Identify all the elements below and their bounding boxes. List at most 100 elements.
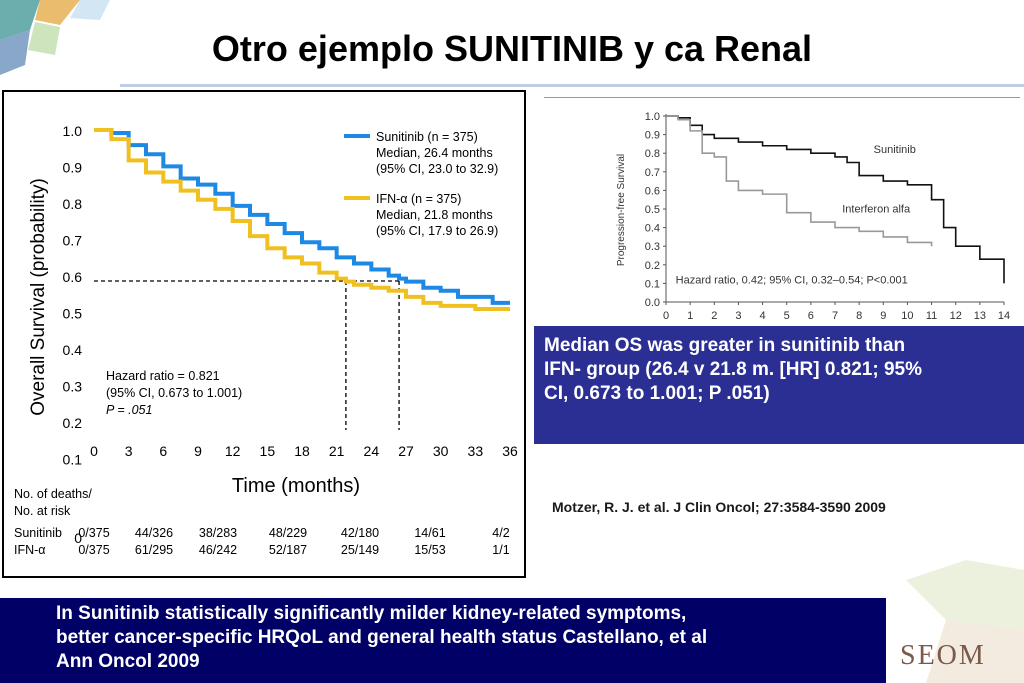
hazard-ratio-text: Hazard ratio = 0.821 (106, 369, 220, 383)
risk-cell: 38/283 (199, 526, 237, 540)
risk-cell: 0/375 (78, 543, 109, 557)
hazard-ratio-text: P = .051 (106, 403, 152, 417)
legend-label: Sunitinib (n = 375) (376, 130, 478, 144)
pfs-chart: 1.00.90.80.70.60.50.40.30.20.10.00 1 2 3 4 5 6… (616, 111, 1010, 322)
pfs-x-tick-label: 14 (998, 310, 1010, 322)
y-tick-label: 0.9 (63, 160, 83, 176)
pfs-y-tick-label: 1.0 (645, 111, 660, 123)
pfs-hazard-ratio-text: Hazard ratio, 0.42; 95% CI, 0.32–0.54; P… (676, 274, 908, 286)
series-line-sunitinib (94, 128, 510, 305)
risk-cell: 46/242 (199, 543, 237, 557)
legend-label: IFN-α (n = 375) (376, 192, 461, 206)
pfs-y-tick-label: 0.4 (645, 223, 660, 235)
pfs-y-tick-label: 0.7 (645, 167, 660, 179)
y-tick-label: 0 (74, 530, 82, 546)
x-tick-label: 30 (433, 443, 449, 459)
pfs-x-tick-label: 7 (832, 310, 838, 322)
pfs-series-line-sunitinib (666, 115, 1005, 284)
y-axis-label: Overall Survival (probability) (28, 178, 49, 416)
pfs-y-tick-label: 0.9 (645, 130, 660, 142)
pfs-y-tick-label: 0.5 (645, 204, 660, 216)
pfs-x-tick-label: 0 (663, 310, 669, 322)
seom-logo: SEOM (900, 640, 986, 671)
median-line-2: IFN- group (26.4 v 21.8 m. [HR] 0.821; 9… (544, 359, 923, 380)
bottom-right-decoration (906, 560, 1024, 683)
y-tick-label: 0.2 (63, 415, 83, 431)
pfs-x-tick-label: 9 (880, 310, 886, 322)
pfs-x-tick-label: 11 (926, 310, 937, 322)
summary-line-1: In Sunitinib statistically significantly… (56, 603, 687, 624)
risk-cell: 15/53 (414, 543, 445, 557)
y-tick-label: 0.7 (63, 233, 83, 249)
os-chart-panel: 1.0 0.9 0.8 0.7 0.6 0.5 0.4 0.3 0.2 0.1 0 0 3 6 9 12 15 1… (2, 90, 526, 578)
y-tick-label: 0.1 (63, 452, 83, 468)
risk-cell: 1/1 (492, 543, 509, 557)
pfs-y-axis-label: Progression-free Survival (616, 154, 627, 266)
risk-cell: 44/326 (135, 526, 173, 540)
y-tick-label: 0.5 (63, 306, 83, 322)
risk-cell: 48/229 (269, 526, 307, 540)
pfs-x-tick-label: 12 (950, 310, 962, 322)
median-line-3: CI, 0.673 to 1.001; P .051) (544, 383, 770, 404)
legend-median: Median, 21.8 months (376, 208, 493, 222)
x-tick-label: 27 (398, 443, 414, 459)
y-tick-label: 1.0 (63, 123, 83, 139)
y-tick-label: 0.4 (63, 342, 83, 358)
pfs-series-label: Sunitinib (874, 144, 916, 156)
risk-cell: 25/149 (341, 543, 379, 557)
os-chart: 1.00.90.80.70.60.50.40.30.20.100 3 6 9 12 15 1… (14, 123, 518, 557)
risk-cell: 52/187 (269, 543, 307, 557)
x-tick-label: 36 (502, 443, 518, 459)
median-line-1: Median OS was greater in sunitinib than (544, 335, 906, 356)
risk-row-label: Sunitinib (14, 526, 62, 540)
pfs-x-tick-label: 10 (901, 310, 913, 322)
risk-row-label: IFN-α (14, 543, 46, 557)
hazard-ratio-text: (95% CI, 0.673 to 1.001) (106, 386, 242, 400)
title-rule (120, 84, 1024, 87)
pfs-y-tick-label: 0.0 (645, 297, 660, 309)
x-tick-label: 6 (159, 443, 167, 459)
pfs-x-tick-label: 8 (856, 310, 862, 322)
risk-cell: 14/61 (414, 526, 445, 540)
risk-cell: 61/295 (135, 543, 173, 557)
pfs-x-tick-label: 4 (760, 310, 766, 322)
x-tick-label: 9 (194, 443, 202, 459)
risk-cell: 4/2 (492, 526, 509, 540)
legend-median: Median, 26.4 months (376, 146, 493, 160)
pfs-y-tick-label: 0.6 (645, 185, 660, 197)
median-os-callout: Median OS was greater in sunitinib than … (534, 326, 1024, 444)
risk-cell: 42/180 (341, 526, 379, 540)
pfs-x-tick-label: 13 (974, 310, 986, 322)
x-tick-label: 12 (225, 443, 241, 459)
pfs-y-tick-label: 0.8 (645, 148, 660, 160)
corner-decoration (0, 0, 110, 75)
legend-ci: (95% CI, 23.0 to 32.9) (376, 162, 498, 176)
summary-line-2: better cancer-specific HRQoL and general… (56, 627, 708, 648)
risk-table-header: No. of deaths/ (14, 487, 92, 501)
y-tick-label: 0.6 (63, 269, 83, 285)
pfs-series-line-interferon (666, 115, 933, 247)
pfs-x-tick-label: 6 (808, 310, 814, 322)
pfs-y-tick-label: 0.3 (645, 241, 660, 253)
y-tick-label: 0.3 (63, 379, 83, 395)
x-axis-label: Time (months) (232, 475, 360, 497)
series-line-ifn (94, 128, 510, 311)
x-tick-label: 24 (364, 443, 380, 459)
x-tick-label: 18 (294, 443, 310, 459)
pfs-series-label: Interferon alfa (842, 204, 911, 216)
pfs-y-tick-label: 0.2 (645, 260, 660, 272)
x-tick-label: 3 (125, 443, 133, 459)
y-tick-label: 0.8 (63, 196, 83, 212)
summary-line-3: Ann Oncol 2009 (56, 651, 200, 672)
slide-title: Otro ejemplo SUNITINIB y ca Renal (211, 28, 813, 69)
legend-ci: (95% CI, 17.9 to 26.9) (376, 224, 498, 238)
summary-banner: In Sunitinib statistically significantly… (0, 598, 886, 683)
pfs-chart-panel: 1.0 0.9 0.8 0.7 0.6 0.5 0.4 0.3 0.2 0.1 0.0 0 1 2 3 4 5 6… (544, 98, 1020, 326)
pfs-x-tick-label: 3 (735, 310, 741, 322)
pfs-x-tick-label: 2 (711, 310, 717, 322)
x-tick-label: 21 (329, 443, 345, 459)
citation: Motzer, R. J. et al. J Clin Oncol; 27:35… (552, 499, 886, 515)
pfs-x-tick-label: 1 (687, 310, 693, 322)
pfs-y-tick-label: 0.1 (645, 278, 660, 290)
x-tick-label: 15 (260, 443, 276, 459)
